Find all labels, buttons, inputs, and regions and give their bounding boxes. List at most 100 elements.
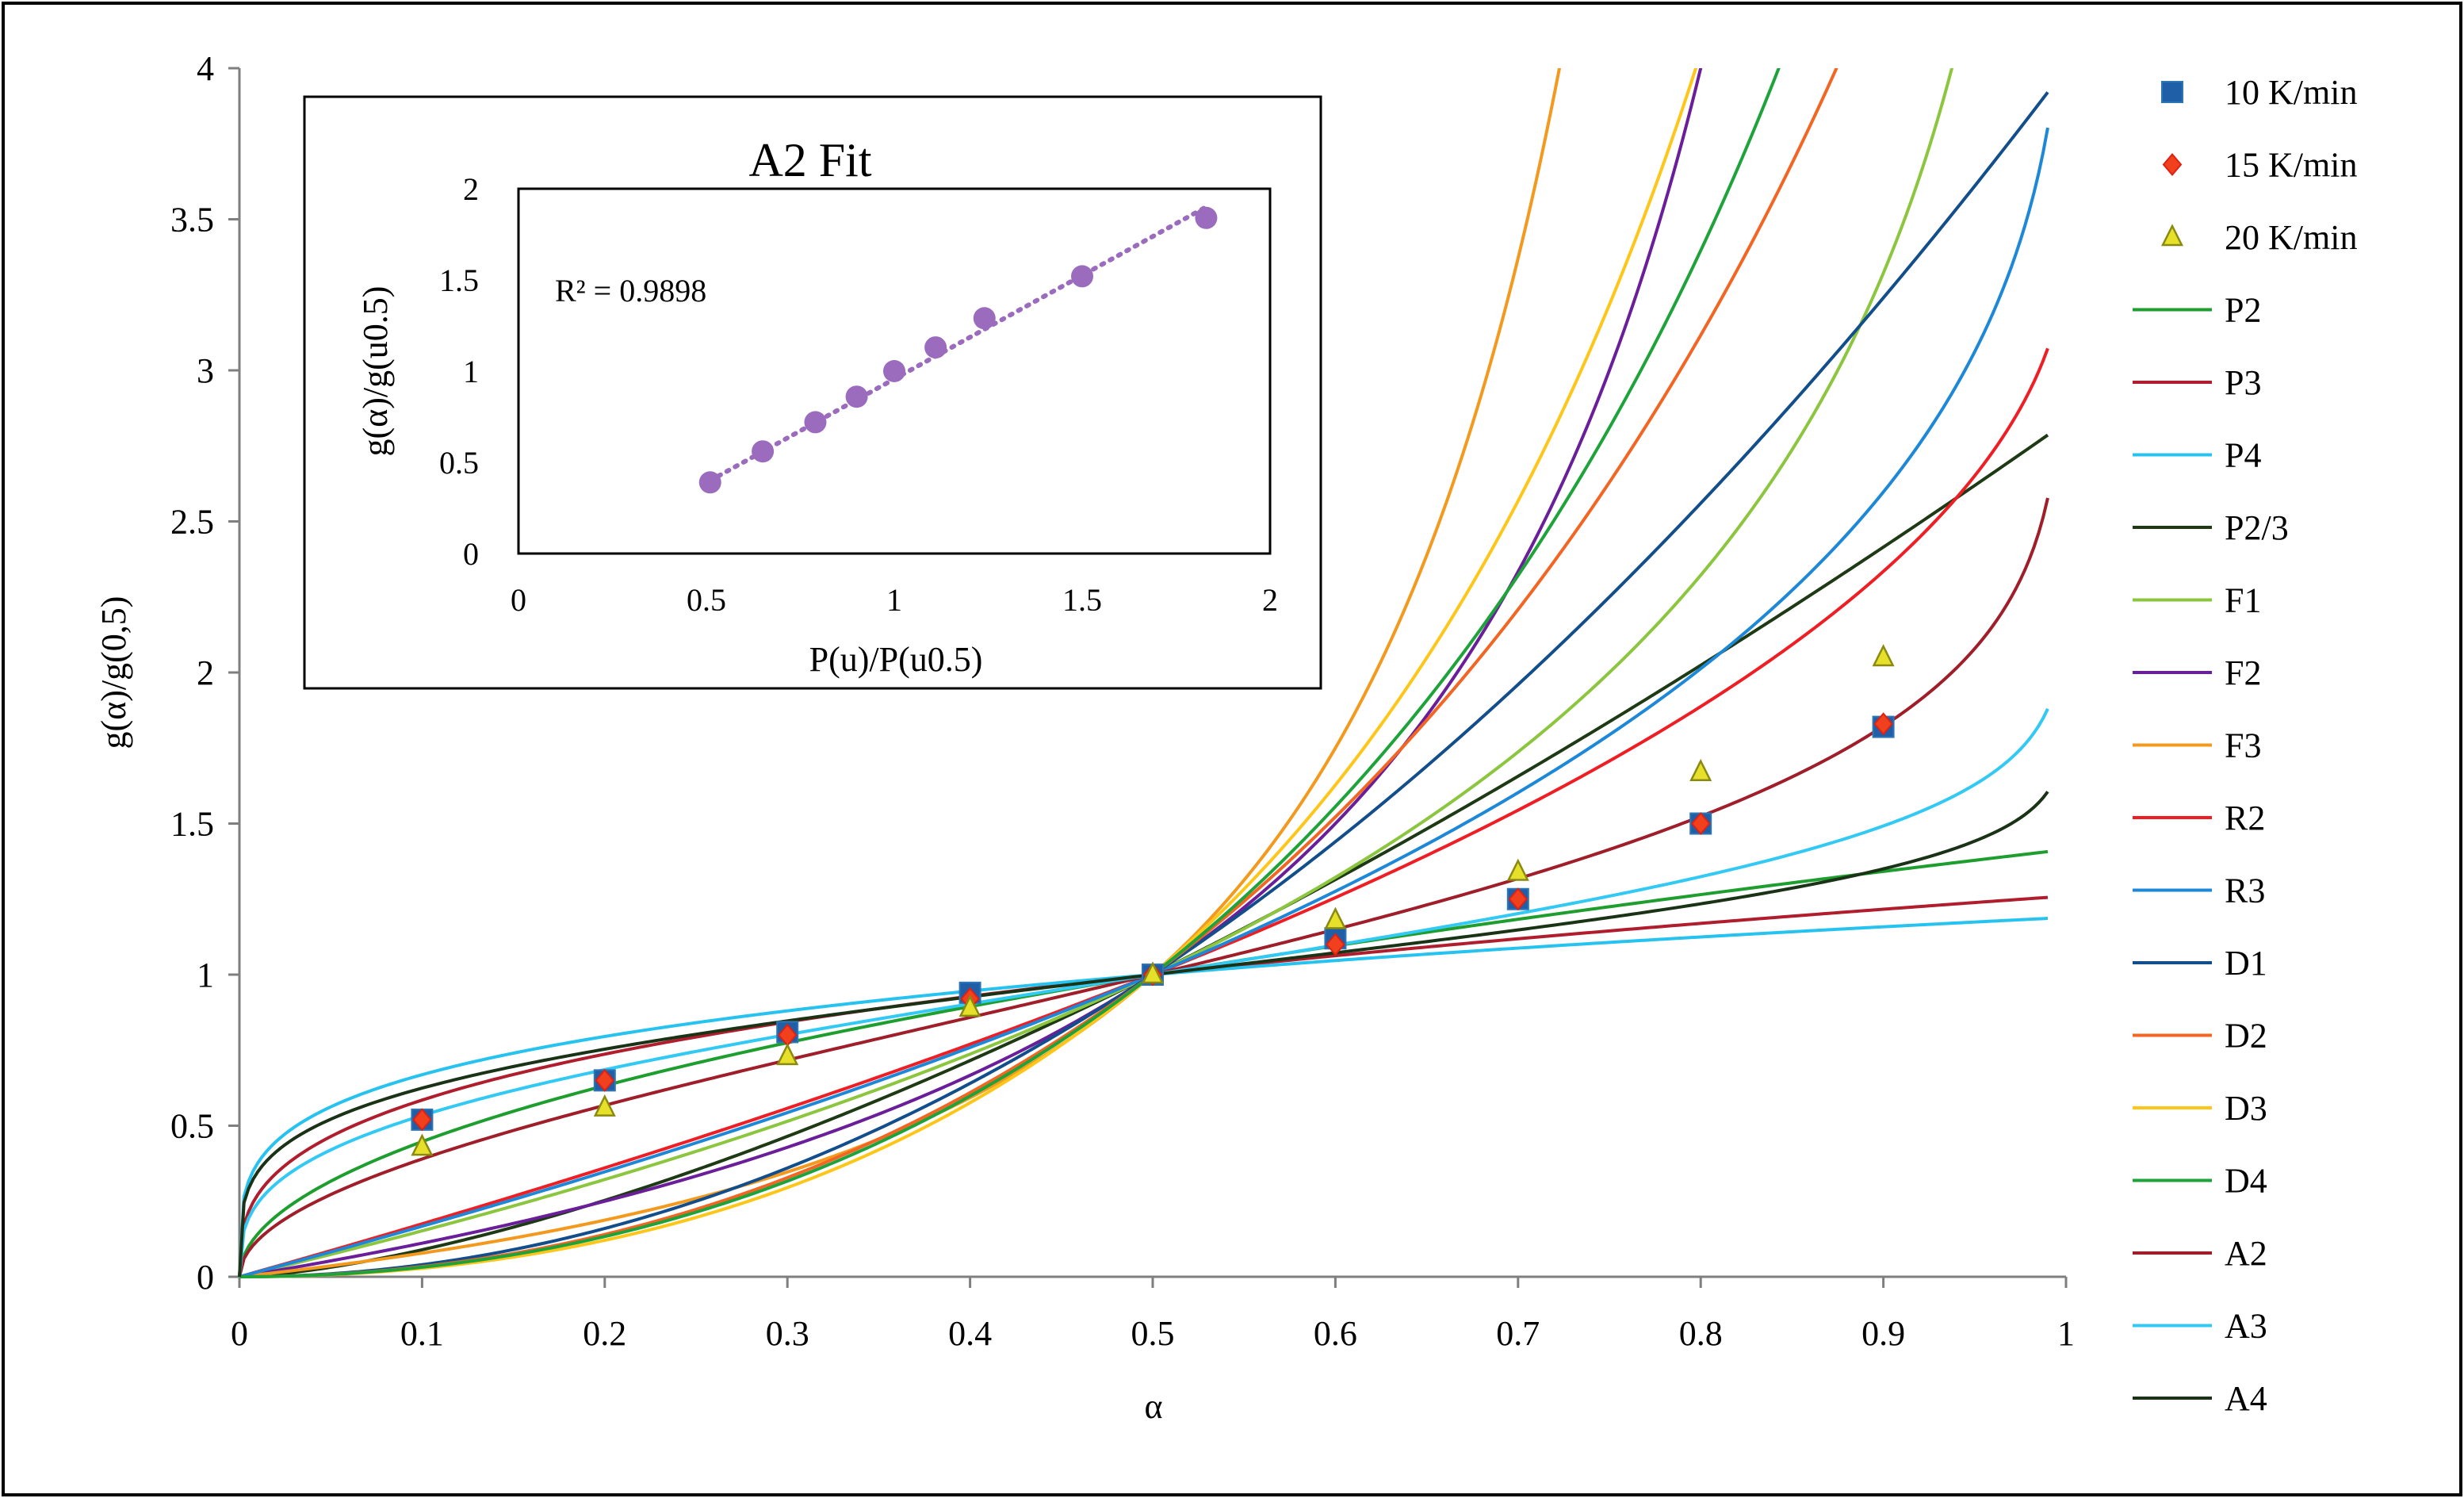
point-15k [1326,933,1345,956]
inset-point [804,411,827,434]
legend-label: F3 [2225,726,2261,765]
point-20k [1872,644,1895,667]
experimental-points [411,644,1895,1156]
inset-points [698,206,1218,494]
inset-title: A2 Fit [748,134,871,186]
inset-point [845,385,868,408]
main-y-axis-label: g(α)/g(0,5) [94,596,133,749]
inset-r-squared: R² = 0.9898 [555,273,706,308]
inset-point [924,336,947,359]
inset-plot-area [517,187,1272,555]
legend-label: 20 K/min [2225,218,2357,257]
inset-y-tick-label: 1 [463,354,479,389]
legend-label: P3 [2225,363,2261,402]
point-15k [1508,887,1529,911]
legend-label: A3 [2225,1307,2267,1346]
inset-y-tick-label: 0 [463,536,479,572]
main-y-tick-label: 0 [197,1258,214,1297]
legend-label: F1 [2225,581,2261,620]
legend-marker [2162,152,2183,177]
curve-f1 [239,68,1954,1278]
main-x-tick-label: 0.2 [583,1314,626,1353]
main-y-tick-label: 4 [197,49,214,88]
legend-label: P2/3 [2225,508,2289,547]
legend-label: D2 [2225,1017,2267,1056]
legend-marker [2160,224,2184,247]
main-y-tick-label: 3 [197,351,214,390]
inset-x-tick-label: 0.5 [687,582,726,618]
main-y-tick-label: 1 [197,956,214,994]
legend-label: P2 [2225,291,2261,330]
curve-f2 [239,68,1703,1278]
point-20k [958,994,981,1017]
main-y-tick-label: 1.5 [170,805,214,844]
point-20k [1324,906,1347,929]
point-20k [1689,758,1712,781]
legend-label: D4 [2225,1162,2267,1201]
inset-x-tick-label: 1 [886,582,902,618]
inset-point [698,471,721,494]
inset-x-ticks: 0 0.5 1 1.5 2 [511,582,1278,618]
main-y-tick-label: 3.5 [170,201,214,239]
legend-label: R3 [2225,872,2265,910]
main-y-tick-label: 2.5 [170,503,214,542]
inset-point [973,307,996,330]
main-x-tick-label: 0.5 [1131,1314,1175,1353]
legend-label: F2 [2225,653,2261,692]
legend: 10 K/min 15 K/min 20 K/min P2 P3 P4 P2/3 F1 F2 F3… [2133,73,2357,1418]
main-x-tick-label: 0.1 [400,1314,444,1353]
main-x-tick-label: 0.6 [1314,1314,1357,1353]
legend-marker [2161,81,2183,103]
point-20k [776,1043,799,1066]
inset-trendline [707,205,1209,483]
main-y-tick-label: 0.5 [170,1107,214,1146]
inset-frame [303,95,1322,690]
legend-label: A4 [2225,1379,2267,1418]
inset-x-tick-label: 1.5 [1062,582,1102,618]
main-x-axis-label: α [1144,1387,1162,1426]
point-15k [412,1108,432,1132]
main-x-tick-label: 0.3 [766,1314,809,1353]
legend-label: D3 [2225,1089,2267,1128]
main-x-tick-label: 0.7 [1496,1314,1540,1353]
legend-label: D1 [2225,944,2267,983]
point-20k [1141,961,1165,984]
main-x-tick-label: 0.4 [948,1314,992,1353]
main-x-tick-label: 0.8 [1679,1314,1723,1353]
inset-x-tick-label: 2 [1262,582,1278,618]
inset-x-axis-label: P(u)/P(u0.5) [809,640,983,679]
legend-label: R2 [2225,799,2265,837]
inset-y-tick-label: 2 [463,171,479,207]
curve-d3 [239,68,1698,1278]
inset-y-tick-label: 0.5 [439,445,479,481]
point-20k [593,1094,616,1117]
inset-x-tick-label: 0 [511,582,526,618]
legend-label: A2 [2225,1234,2267,1273]
point-15k [1690,811,1711,836]
main-y-tick-label: 2 [197,653,214,692]
point-20k [1506,858,1529,881]
inset-point [1195,206,1218,229]
main-x-tick-label: 1 [2057,1314,2075,1353]
inset-point [752,440,775,463]
main-x-ticks: 0 0.1 0.2 0.3 0.4 0.5 0.6 0.7 0.8 0.9 1 [231,1277,2075,1353]
inset-trendline-group [707,205,1209,483]
main-x-tick-label: 0.9 [1861,1314,1905,1353]
inset-chart: A2 Fit R² = 0.9898 P(u)/P(u0.5) g(α)/g(u… [303,95,1322,690]
inset-point [883,360,905,382]
point-15k [1873,712,1893,736]
model-curves [238,68,2049,1278]
point-15k [595,1068,615,1092]
curve-d4 [239,68,1781,1278]
main-y-ticks: 0 0.5 1 1.5 2 2.5 3 3.5 4 [170,49,239,1297]
legend-label: 10 K/min [2225,73,2357,112]
main-x-tick-label: 0 [231,1314,248,1353]
legend-label: P4 [2225,436,2261,475]
inset-y-axis-label: g(α)/g(u0.5) [356,286,395,457]
legend-label: 15 K/min [2225,146,2357,185]
inset-y-ticks: 0 0.5 1 1.5 2 [439,171,479,572]
point-20k [411,1133,434,1156]
inset-point [1071,265,1093,288]
